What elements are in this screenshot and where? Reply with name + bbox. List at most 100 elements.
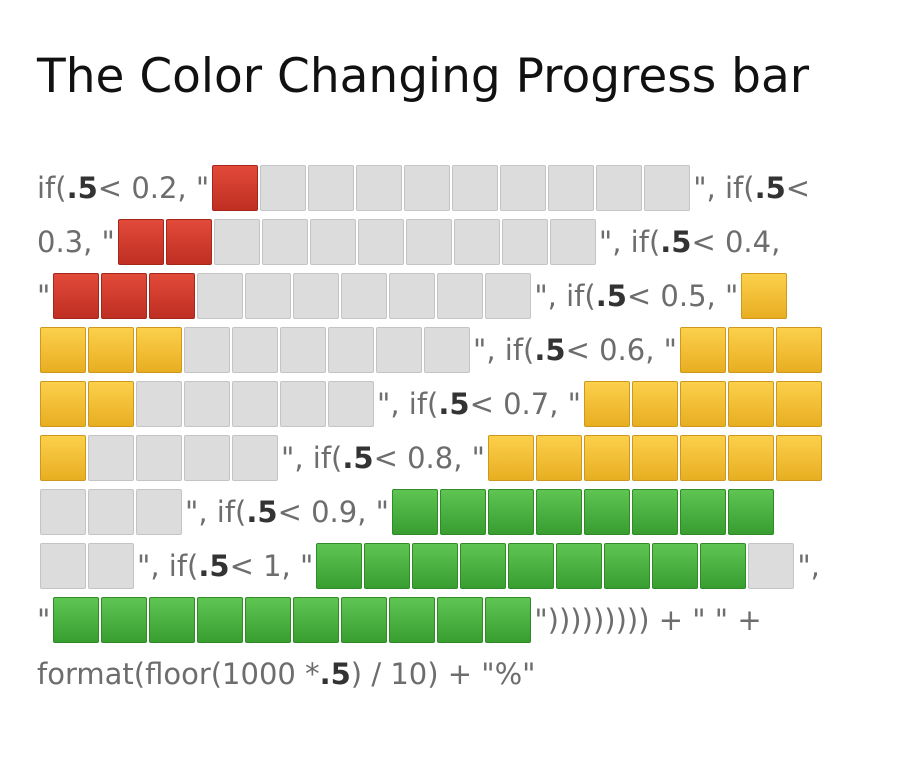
- gray-square-icon: [748, 543, 795, 589]
- green-square-icon: [679, 489, 726, 535]
- green-square-icon: [101, 597, 148, 643]
- green-square-icon: [652, 543, 699, 589]
- gray-square-icon: [309, 219, 356, 265]
- value-token: .5: [595, 279, 627, 313]
- yellow-square-icon: [679, 435, 726, 481]
- gray-square-icon: [328, 381, 374, 427]
- gray-square-icon: [452, 165, 499, 211]
- yellow-square-icon: [727, 381, 774, 427]
- formula-text: <: [785, 171, 811, 205]
- gray-square-icon: [232, 381, 278, 427]
- gray-square-icon: [501, 219, 548, 265]
- yellow-square-icon: [631, 381, 678, 427]
- red-square-icon: [101, 273, 148, 319]
- gray-square-icon: [261, 219, 308, 265]
- formula-line: " "))))))))) + " " +: [37, 593, 867, 647]
- gray-square-icon: [500, 165, 547, 211]
- gray-square-icon: [280, 381, 326, 427]
- progress-squares: [40, 489, 182, 535]
- yellow-square-icon: [775, 435, 822, 481]
- formula-text: ", if(: [281, 441, 343, 475]
- gray-square-icon: [405, 219, 452, 265]
- formula-text: ", if(: [377, 387, 439, 421]
- green-square-icon: [197, 597, 244, 643]
- gray-square-icon: [549, 219, 596, 265]
- gray-square-icon: [260, 165, 307, 211]
- formula-line: ", if(.5 < 0.6, ": [37, 323, 867, 377]
- green-square-icon: [293, 597, 340, 643]
- red-square-icon: [149, 273, 196, 319]
- progress-squares: [40, 435, 278, 481]
- gray-square-icon: [341, 273, 388, 319]
- green-square-icon: [53, 597, 100, 643]
- formula-text: format(floor(1000 *: [37, 657, 320, 691]
- gray-square-icon: [136, 435, 182, 481]
- red-square-icon: [117, 219, 164, 265]
- formula-text: 0.3, ": [37, 225, 115, 259]
- formula-line: " ", if(.5 < 0.5, ": [37, 269, 867, 323]
- gray-square-icon: [184, 327, 230, 373]
- formula-text: < 0.7, ": [469, 387, 581, 421]
- green-square-icon: [583, 489, 630, 535]
- gray-square-icon: [356, 165, 403, 211]
- green-square-icon: [487, 489, 534, 535]
- formula-text: < 0.8, ": [373, 441, 485, 475]
- gray-square-icon: [245, 273, 292, 319]
- yellow-square-icon: [583, 435, 630, 481]
- page-title: The Color Changing Progress bar: [37, 49, 810, 104]
- formula-text: ": [37, 603, 51, 637]
- green-square-icon: [149, 597, 196, 643]
- gray-square-icon: [197, 273, 244, 319]
- yellow-square-icon: [88, 327, 134, 373]
- gray-square-icon: [644, 165, 691, 211]
- gray-square-icon: [404, 165, 451, 211]
- formula-text: if(: [37, 171, 67, 205]
- formula-text: < 0.9, ": [277, 495, 389, 529]
- value-token: .5: [534, 333, 566, 367]
- yellow-square-icon: [136, 327, 182, 373]
- gray-square-icon: [280, 327, 326, 373]
- gray-square-icon: [88, 543, 134, 589]
- formula-text: ",: [797, 549, 820, 583]
- gray-square-icon: [389, 273, 436, 319]
- gray-square-icon: [136, 381, 182, 427]
- gray-square-icon: [437, 273, 484, 319]
- progress-squares: [583, 381, 822, 427]
- green-square-icon: [412, 543, 459, 589]
- formula-line: ", if(.5 < 0.7, ": [37, 377, 867, 431]
- formula-text: < 0.5, ": [626, 279, 739, 313]
- progress-squares: [53, 273, 532, 319]
- yellow-square-icon: [487, 435, 534, 481]
- formula-text: ", if(: [693, 171, 755, 205]
- yellow-square-icon: [40, 381, 86, 427]
- gray-square-icon: [88, 435, 134, 481]
- formula-line: format(floor(1000 * .5) / 10) + "%": [37, 647, 867, 701]
- yellow-square-icon: [679, 381, 726, 427]
- yellow-square-icon: [631, 435, 678, 481]
- green-square-icon: [439, 489, 486, 535]
- gray-square-icon: [136, 489, 182, 535]
- progress-squares: [40, 543, 134, 589]
- red-square-icon: [53, 273, 100, 319]
- yellow-square-icon: [40, 327, 86, 373]
- gray-square-icon: [376, 327, 422, 373]
- green-square-icon: [700, 543, 747, 589]
- green-square-icon: [316, 543, 363, 589]
- progress-squares: [212, 165, 691, 211]
- formula-text: ) / 10) + "%": [350, 657, 536, 691]
- value-token: .5: [66, 171, 98, 205]
- yellow-square-icon: [88, 381, 134, 427]
- value-token: .5: [438, 387, 470, 421]
- green-square-icon: [535, 489, 582, 535]
- gray-square-icon: [232, 435, 278, 481]
- gray-square-icon: [485, 273, 532, 319]
- green-square-icon: [604, 543, 651, 589]
- value-token: .5: [660, 225, 692, 259]
- progress-squares: [487, 435, 822, 481]
- value-token: .5: [319, 657, 351, 691]
- formula-text: < 0.2, ": [97, 171, 210, 205]
- value-token: .5: [342, 441, 374, 475]
- progress-squares: [316, 543, 795, 589]
- progress-squares: [53, 597, 532, 643]
- yellow-square-icon: [727, 435, 774, 481]
